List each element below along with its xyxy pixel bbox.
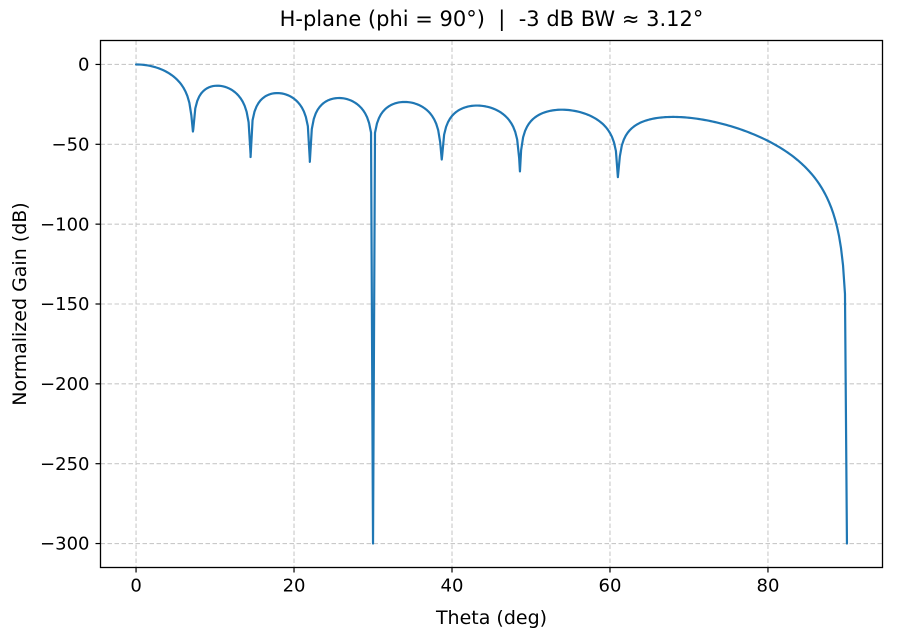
y-tick-label: −250 — [40, 454, 89, 475]
x-tick-label: 60 — [599, 576, 622, 597]
ticks: 0 20 40 60 80 0 −50 −100 −150 −200 −250 −300 — [40, 55, 779, 597]
chart-title: H-plane (phi = 90°) | -3 dB BW ≈ 3.12° — [280, 7, 704, 32]
gridlines — [100, 40, 883, 568]
y-tick-label: −100 — [40, 214, 89, 235]
x-tick-label: 80 — [757, 576, 780, 597]
x-tick-label: 0 — [130, 576, 141, 597]
plot-area — [100, 40, 883, 568]
gain-curve — [134, 63, 849, 545]
x-tick-label: 40 — [441, 576, 464, 597]
x-axis-label: Theta (deg) — [435, 607, 547, 629]
y-tick-label: 0 — [78, 55, 89, 76]
y-axis-label: Normalized Gain (dB) — [9, 202, 31, 405]
y-tick-label: −300 — [40, 534, 89, 555]
y-tick-label: −50 — [52, 135, 90, 156]
x-tick-label: 20 — [283, 576, 306, 597]
series-group — [134, 63, 849, 545]
y-tick-label: −200 — [40, 374, 89, 395]
y-tick-label: −150 — [40, 294, 89, 315]
